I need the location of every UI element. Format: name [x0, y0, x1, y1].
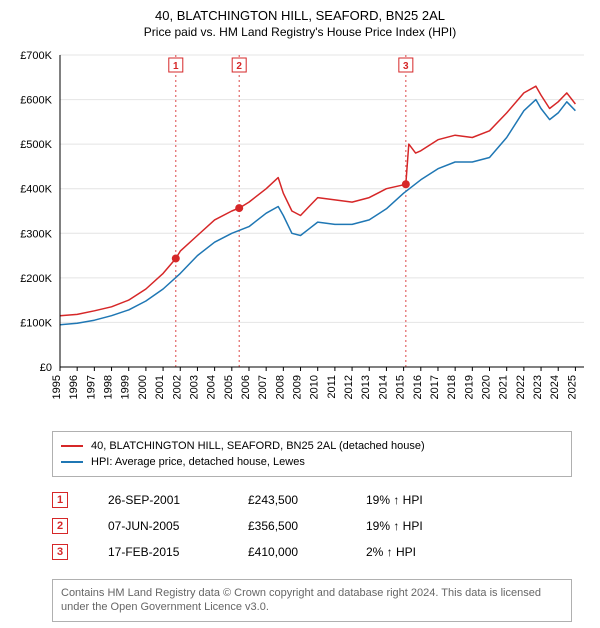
chart-svg: £0 £100K £200K £300K £400K £500K £600K £700K 199…	[6, 47, 594, 417]
legend-label: 40, BLATCHINGTON HILL, SEAFORD, BN25 2AL…	[91, 440, 425, 452]
svg-text:£200K: £200K	[20, 273, 52, 285]
svg-text:2018: 2018	[446, 375, 458, 399]
svg-text:2004: 2004	[206, 375, 218, 399]
transaction-date: 17-FEB-2015	[108, 545, 208, 559]
legend-row: 40, BLATCHINGTON HILL, SEAFORD, BN25 2AL…	[61, 438, 563, 454]
svg-text:£100K: £100K	[20, 317, 52, 329]
transaction-price: £356,500	[248, 519, 326, 533]
chart-title: 40, BLATCHINGTON HILL, SEAFORD, BN25 2AL	[6, 8, 594, 23]
svg-text:2008: 2008	[274, 375, 286, 399]
svg-text:2011: 2011	[326, 375, 338, 399]
svg-text:2000: 2000	[137, 375, 149, 399]
svg-text:2017: 2017	[429, 375, 441, 399]
svg-text:2012: 2012	[343, 375, 355, 399]
transaction-diff: 2% ↑ HPI	[366, 545, 446, 559]
svg-text:2: 2	[236, 61, 242, 72]
svg-text:2025: 2025	[566, 375, 578, 399]
legend: 40, BLATCHINGTON HILL, SEAFORD, BN25 2AL…	[52, 431, 572, 477]
svg-text:2016: 2016	[412, 375, 424, 399]
svg-text:1996: 1996	[68, 375, 80, 399]
transaction-marker: 1	[52, 492, 68, 508]
transaction-row: 2 07-JUN-2005 £356,500 19% ↑ HPI	[52, 513, 594, 539]
svg-text:£700K: £700K	[20, 50, 52, 62]
svg-text:£500K: £500K	[20, 139, 52, 151]
transaction-dot	[402, 180, 410, 188]
svg-text:2013: 2013	[360, 375, 372, 399]
svg-text:2009: 2009	[292, 375, 304, 399]
transaction-row: 3 17-FEB-2015 £410,000 2% ↑ HPI	[52, 539, 594, 565]
transaction-marker: 3	[52, 544, 68, 560]
svg-text:2003: 2003	[188, 375, 200, 399]
svg-text:3: 3	[403, 61, 409, 72]
svg-text:£300K: £300K	[20, 228, 52, 240]
svg-text:2001: 2001	[154, 375, 166, 399]
svg-text:2015: 2015	[395, 375, 407, 399]
legend-label: HPI: Average price, detached house, Lewe…	[91, 456, 305, 468]
transaction-table: 1 26-SEP-2001 £243,500 19% ↑ HPI 2 07-JUN-200…	[52, 487, 594, 565]
svg-text:2005: 2005	[223, 375, 235, 399]
svg-text:1997: 1997	[85, 375, 97, 399]
transaction-date: 26-SEP-2001	[108, 493, 208, 507]
transaction-row: 1 26-SEP-2001 £243,500 19% ↑ HPI	[52, 487, 594, 513]
transaction-diff: 19% ↑ HPI	[366, 493, 446, 507]
svg-text:2010: 2010	[309, 375, 321, 399]
svg-text:2023: 2023	[532, 375, 544, 399]
svg-text:£400K: £400K	[20, 184, 52, 196]
svg-text:£600K: £600K	[20, 95, 52, 107]
svg-text:2022: 2022	[515, 375, 527, 399]
svg-text:2020: 2020	[481, 375, 493, 399]
transaction-dot	[172, 254, 180, 262]
svg-text:1999: 1999	[120, 375, 132, 399]
svg-text:2007: 2007	[257, 375, 269, 399]
svg-text:1: 1	[173, 61, 179, 72]
transaction-dot	[235, 204, 243, 212]
chart-subtitle: Price paid vs. HM Land Registry's House …	[6, 25, 594, 39]
page-root: 40, BLATCHINGTON HILL, SEAFORD, BN25 2AL…	[0, 0, 600, 628]
transaction-price: £410,000	[248, 545, 326, 559]
transaction-diff: 19% ↑ HPI	[366, 519, 446, 533]
transaction-date: 07-JUN-2005	[108, 519, 208, 533]
svg-text:2021: 2021	[498, 375, 510, 399]
legend-swatch	[61, 445, 83, 447]
transaction-price: £243,500	[248, 493, 326, 507]
legend-row: HPI: Average price, detached house, Lewe…	[61, 454, 563, 470]
svg-text:2024: 2024	[549, 375, 561, 399]
svg-text:1998: 1998	[103, 375, 115, 399]
svg-text:2014: 2014	[377, 375, 389, 399]
legend-swatch	[61, 461, 83, 463]
svg-text:1995: 1995	[51, 375, 63, 399]
price-chart: £0 £100K £200K £300K £400K £500K £600K £700K 199…	[6, 47, 594, 417]
svg-text:2019: 2019	[463, 375, 475, 399]
attribution-footer: Contains HM Land Registry data © Crown c…	[52, 579, 572, 622]
transaction-marker: 2	[52, 518, 68, 534]
svg-text:2006: 2006	[240, 375, 252, 399]
svg-text:£0: £0	[40, 362, 52, 374]
svg-text:2002: 2002	[171, 375, 183, 399]
